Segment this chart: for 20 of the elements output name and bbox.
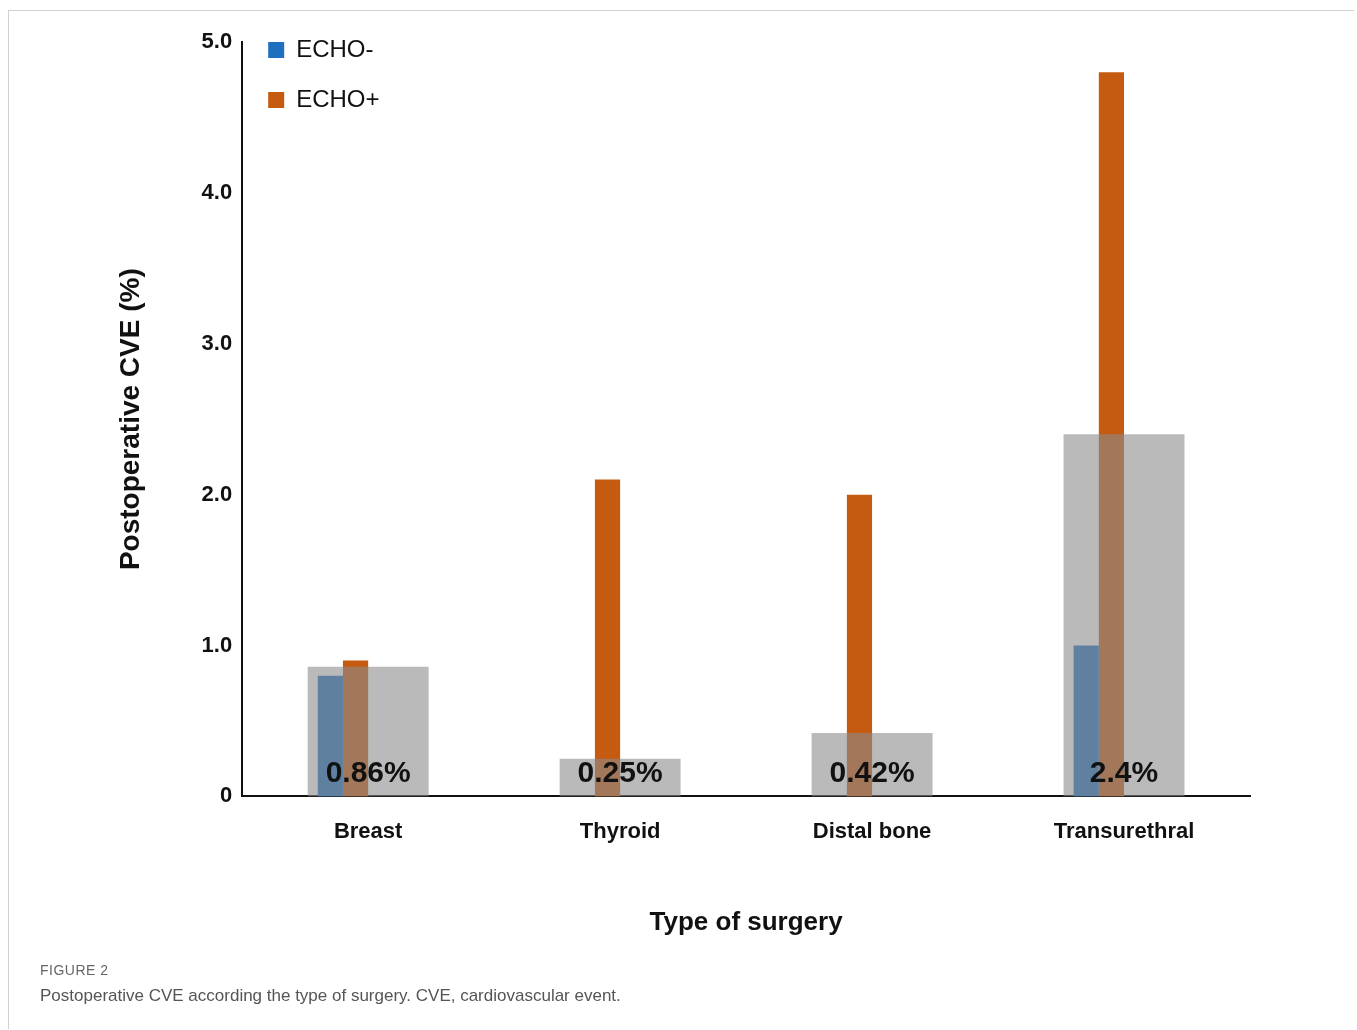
y-axis-title: Postoperative CVE (%) [113,268,145,571]
y-tick-label: 4.0 [201,178,233,204]
data-label: 0.86% [325,754,411,788]
x-tick-label: Distal bone [812,817,932,843]
y-tick-label: 2.0 [201,480,233,506]
x-axis-title: Type of surgery [649,905,844,936]
x-tick-label: Transurethral [1053,817,1195,843]
bar [1063,434,1185,797]
y-tick-label: 1.0 [201,631,233,657]
legend-label: ECHO- [296,34,374,62]
bar [307,666,429,797]
legend-label: ECHO+ [296,84,380,112]
text: Postoperative CVE according the type of surgery. CVE, cardiovascular event. [40,986,621,1006]
x-tick-label: Breast [333,817,404,843]
x-tick-label: Thyroid [579,817,661,843]
y-tick-label: 0 [219,782,233,808]
caption: FIGURE 2 [40,962,110,978]
data-label: 2.4% [1089,754,1159,788]
y-tick-label: 3.0 [201,329,233,355]
y-tick-label: 5.0 [201,28,233,54]
